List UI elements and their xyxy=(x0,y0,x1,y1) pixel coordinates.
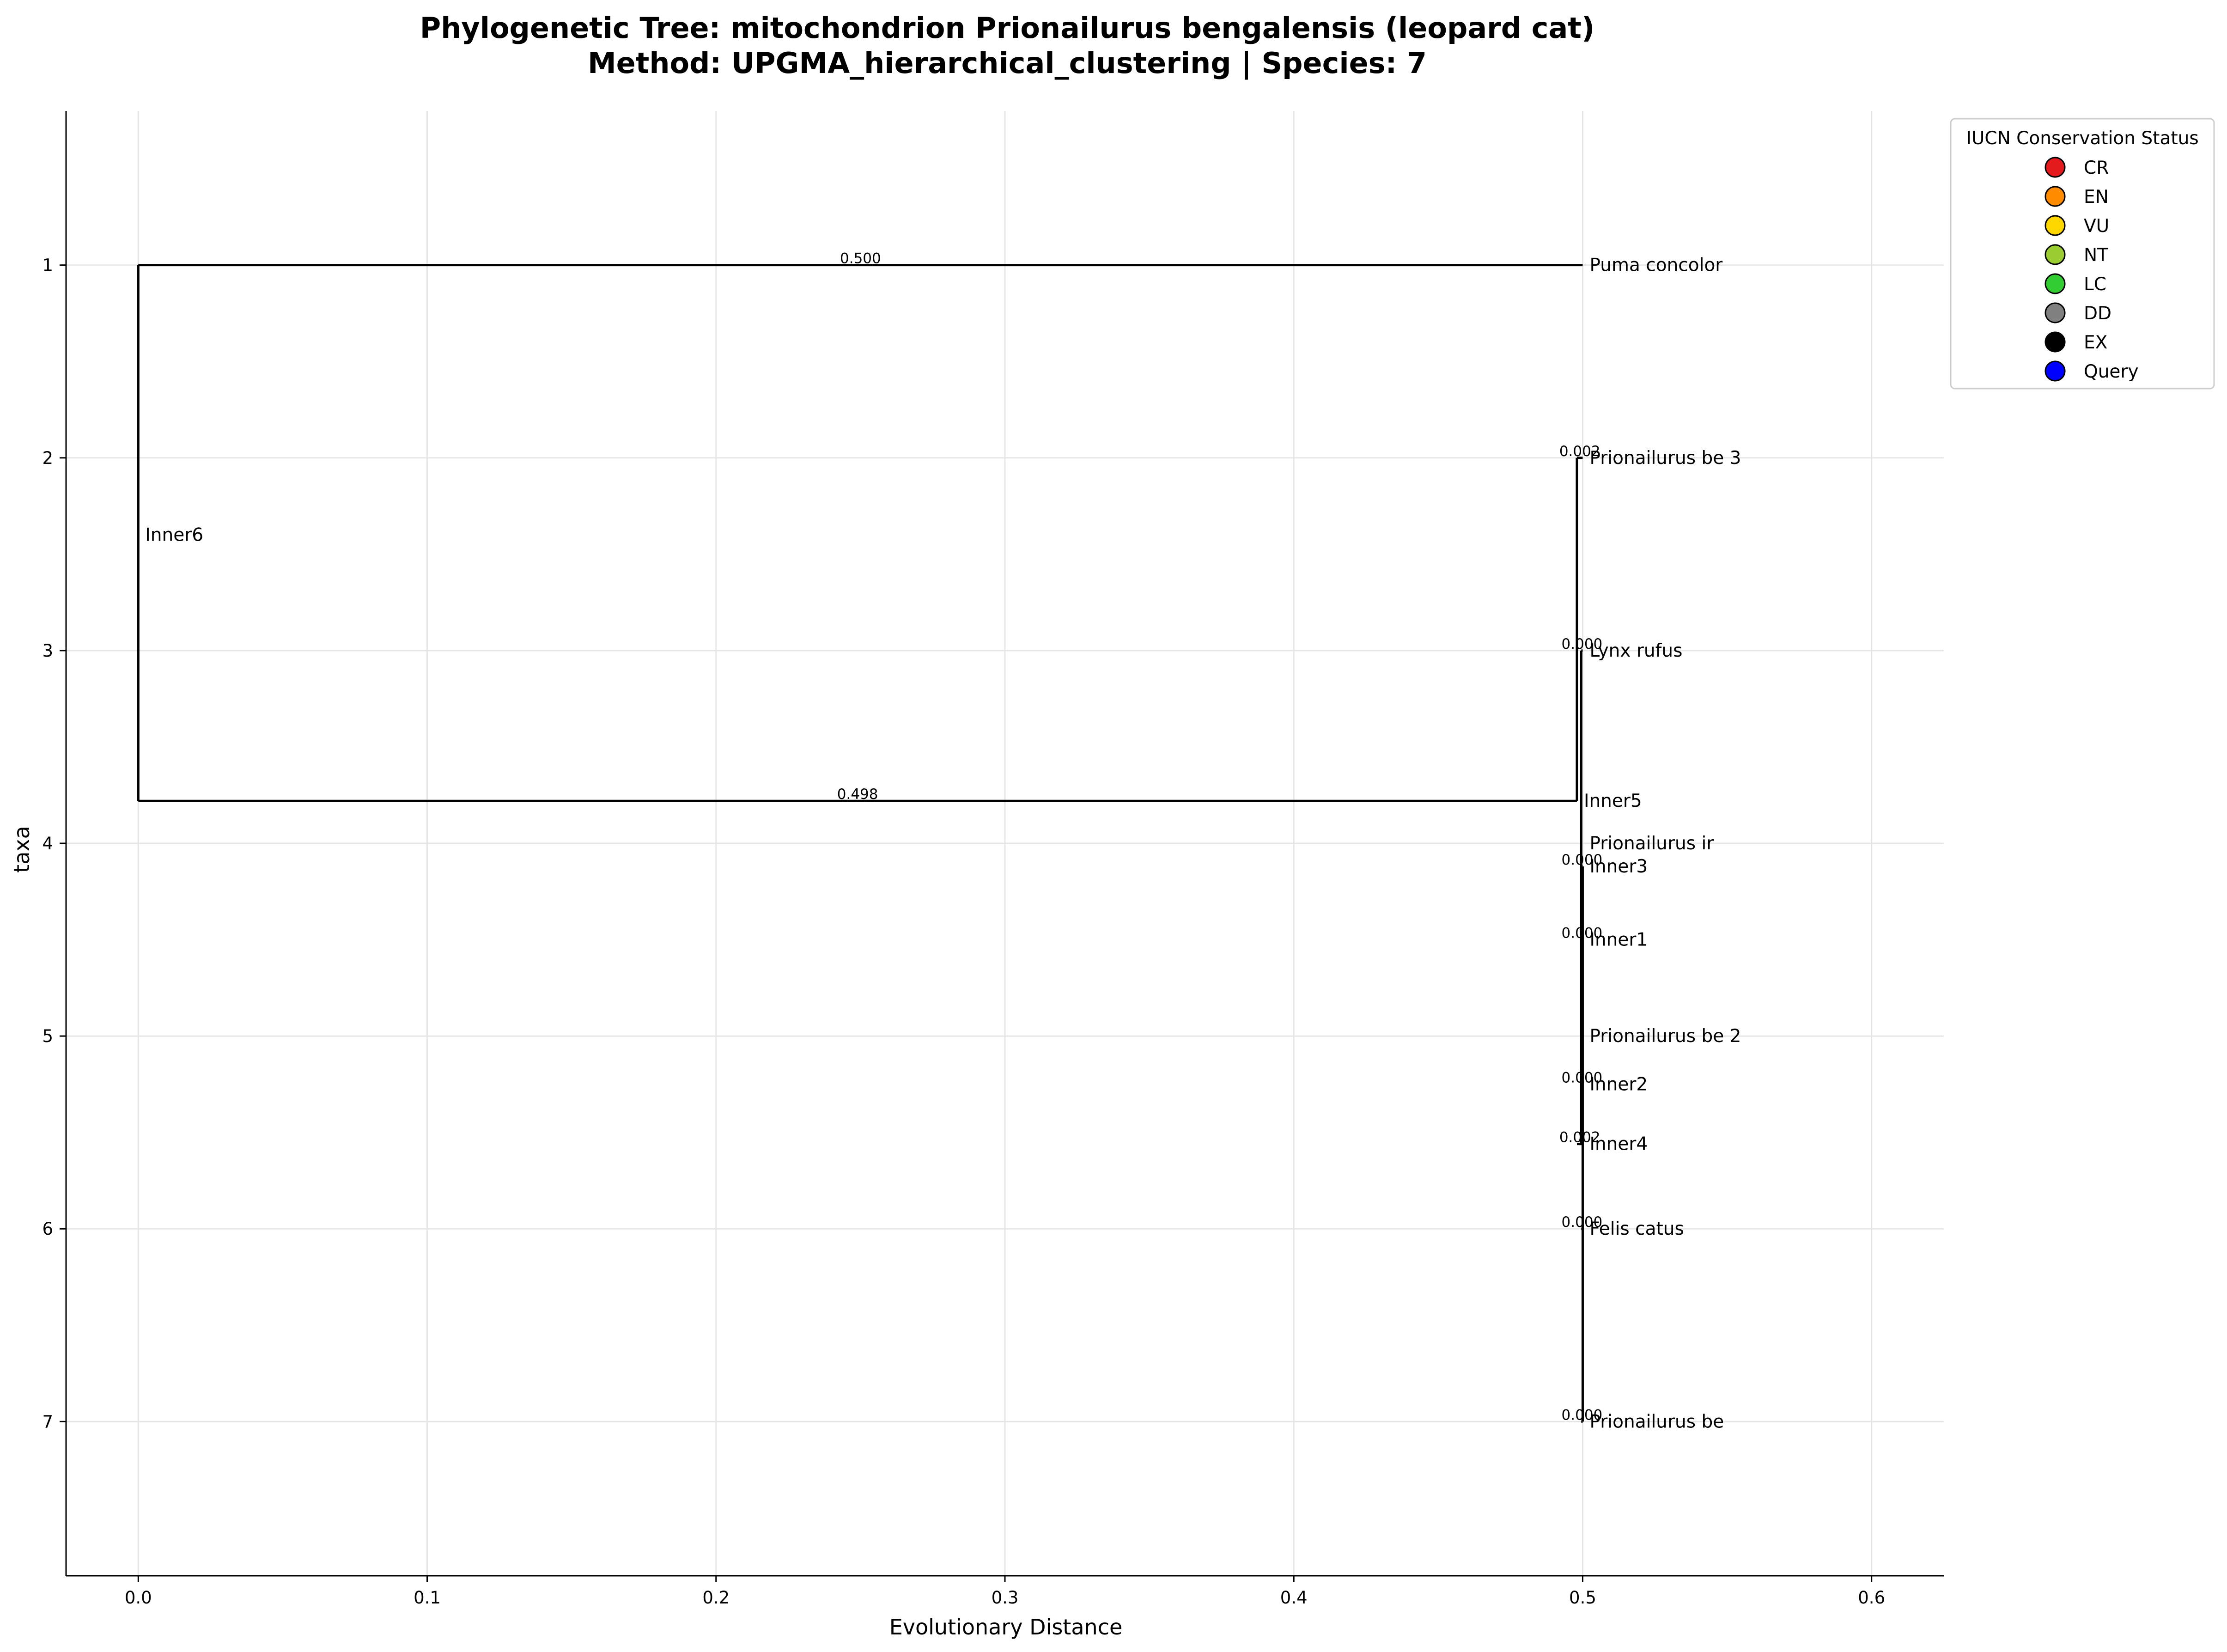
node-label: Inner5 xyxy=(1584,791,1642,811)
branch-length-label: 0.000 xyxy=(1562,852,1603,868)
legend-marker-dd xyxy=(2044,302,2066,323)
x-tick-label: 0.5 xyxy=(1569,1588,1596,1608)
node-label: Prionailurus ir xyxy=(1589,833,1714,854)
x-tick-label: 0.4 xyxy=(1280,1588,1308,1608)
legend-frame xyxy=(1950,118,2215,390)
branch-length-label: 0.000 xyxy=(1562,1069,1603,1086)
legend-label: LC xyxy=(2084,274,2106,295)
y-tick-label: 5 xyxy=(42,1026,53,1046)
x-tick-label: 0.0 xyxy=(125,1588,152,1608)
chart-title-line2: Method: UPGMA_hierarchical_clustering | … xyxy=(588,46,1427,80)
node-label: Prionailurus be 2 xyxy=(1589,1026,1741,1047)
x-tick-label: 0.1 xyxy=(414,1588,441,1608)
x-tick-label: 0.6 xyxy=(1858,1588,1885,1608)
branch-length-label: 0.000 xyxy=(1562,1407,1603,1423)
legend-label: CR xyxy=(2084,158,2109,178)
legend-label: VU xyxy=(2084,216,2109,237)
legend-marker-lc xyxy=(2044,273,2066,294)
node-label: Lynx rufus xyxy=(1589,640,1682,661)
legend-label: Query xyxy=(2084,361,2139,382)
legend-label: EN xyxy=(2084,187,2109,207)
y-tick-label: 1 xyxy=(42,256,53,275)
legend-marker-vu xyxy=(2044,215,2066,236)
x-axis-label: Evolutionary Distance xyxy=(889,1615,1123,1640)
branch-length-label: 0.000 xyxy=(1562,1214,1603,1231)
branch-length-label: 0.000 xyxy=(1562,636,1603,652)
y-axis-ticks: 1 2 3 4 5 6 7 xyxy=(42,256,66,1432)
legend-label: EX xyxy=(2084,332,2107,353)
branch-length-label: 0.002 xyxy=(1559,1129,1600,1146)
y-tick-label: 7 xyxy=(42,1412,53,1432)
legend-label: NT xyxy=(2084,245,2108,266)
legend-marker-cr xyxy=(2044,157,2066,178)
node-label: Inner1 xyxy=(1589,930,1648,951)
x-axis-ticks: 0.0 0.1 0.2 0.3 0.4 0.5 0.6 xyxy=(125,1576,1885,1608)
y-axis-label: taxa xyxy=(9,826,34,873)
grid-lines xyxy=(66,111,1944,1576)
node-label: Felis catus xyxy=(1589,1219,1684,1239)
legend-items: CR EN VU NT LC DD EX Query xyxy=(2044,157,2139,382)
x-tick-label: 0.3 xyxy=(992,1588,1019,1608)
branch-length-label: 0.498 xyxy=(837,786,878,803)
y-tick-label: 2 xyxy=(42,448,53,468)
node-label: Inner2 xyxy=(1589,1074,1648,1095)
y-tick-label: 3 xyxy=(42,641,53,661)
node-label: Inner4 xyxy=(1589,1134,1648,1155)
branch-length-labels: 0.500 0.498 0.002 0.000 0.000 0.000 0.000 0.002… xyxy=(837,250,1603,1424)
chart-title-line1: Phylogenetic Tree: mitochondrion Prionai… xyxy=(420,11,1595,45)
legend: IUCN Conservation Status CR EN VU NT LC DD EX Q… xyxy=(1950,118,2215,390)
legend-marker-nt xyxy=(2044,244,2066,265)
node-label: Inner6 xyxy=(145,525,203,546)
legend-marker-ex xyxy=(2044,331,2066,353)
node-label: Puma concolor xyxy=(1589,255,1723,276)
x-tick-label: 0.2 xyxy=(702,1588,730,1608)
legend-marker-query xyxy=(2044,360,2066,382)
tree-branches xyxy=(137,264,1584,1423)
branch-length-label: 0.000 xyxy=(1562,925,1603,942)
legend-label: DD xyxy=(2084,303,2111,324)
node-label: Prionailurus be xyxy=(1589,1411,1724,1432)
y-tick-label: 4 xyxy=(42,834,53,853)
node-label: Inner3 xyxy=(1589,856,1648,877)
branch-length-label: 0.002 xyxy=(1559,443,1600,460)
legend-marker-en xyxy=(2044,186,2066,207)
branch-length-label: 0.500 xyxy=(840,250,881,267)
y-tick-label: 6 xyxy=(42,1219,53,1239)
node-label: Prionailurus be 3 xyxy=(1589,448,1741,469)
legend-title: IUCN Conservation Status xyxy=(1966,128,2198,149)
node-labels: Puma concolor Prionailurus be 3 Inner6 Lynx… xyxy=(145,255,1741,1433)
